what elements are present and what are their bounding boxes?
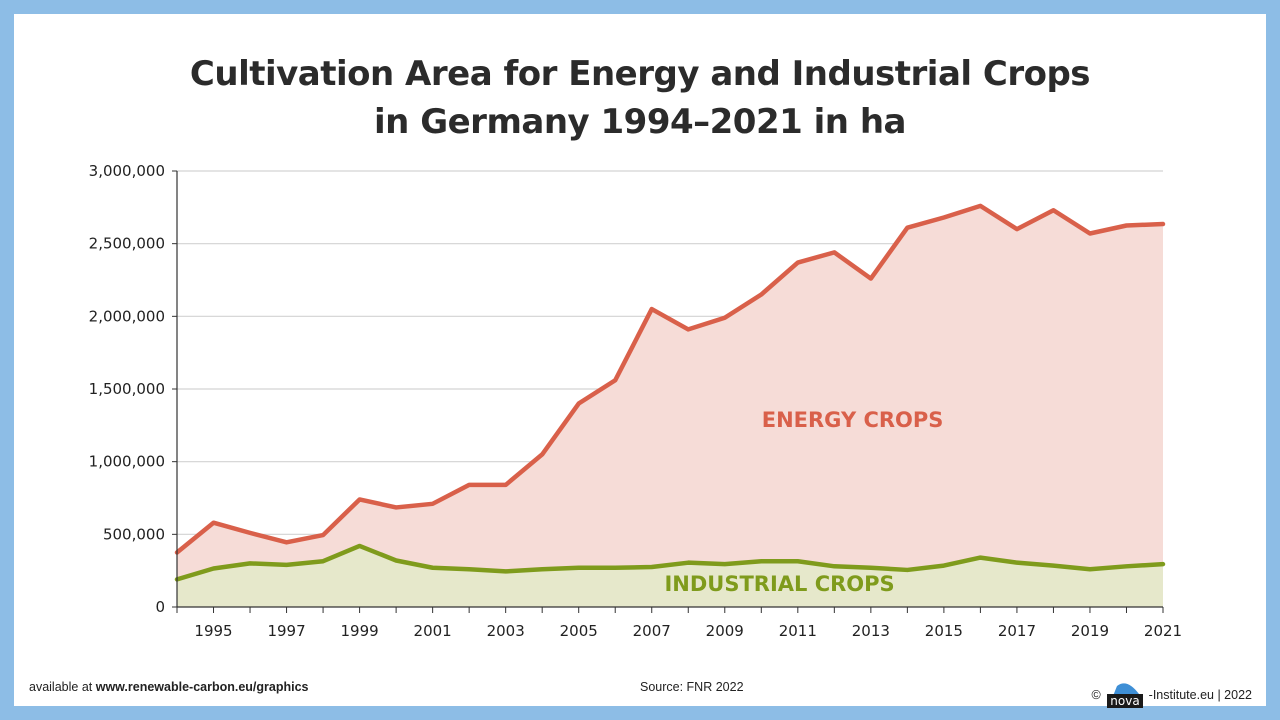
- point-series-1-2003: [504, 570, 507, 573]
- x-tick-label-1997: 1997: [267, 622, 305, 640]
- point-series-1-1998: [322, 560, 324, 563]
- point-series-1-2017: [1016, 561, 1018, 564]
- area-labels: ENERGY CROPS INDUSTRIAL CROPS: [664, 408, 943, 596]
- point-series-1-2008: [687, 561, 690, 564]
- point-series-1-2006: [614, 566, 617, 569]
- point-series-0-2005: [577, 402, 580, 405]
- y-tick-label-1: 500,000: [103, 525, 165, 543]
- point-series-0-1999: [358, 498, 361, 501]
- point-series-0-1998: [322, 534, 324, 536]
- point-series-1-2013: [870, 566, 872, 569]
- area-series-0: [177, 205, 1163, 607]
- axes: 0 500,000 1,000,000 1,500,000 2,000,000 2,500…: [89, 162, 1182, 640]
- nova-logo-text: nova: [1110, 694, 1139, 708]
- point-series-1-2020: [1125, 565, 1128, 568]
- area-label-series-1: INDUSTRIAL CROPS: [664, 572, 894, 596]
- point-series-0-2015: [943, 216, 945, 219]
- footer-availability-prefix: available at: [29, 680, 96, 694]
- point-series-1-1999: [358, 545, 361, 547]
- x-tick-label-2019: 2019: [1071, 622, 1109, 640]
- series-lines: [174, 203, 1166, 582]
- area-label-series-0: ENERGY CROPS: [762, 408, 944, 432]
- point-series-0-2007: [650, 308, 653, 310]
- chart-title: Cultivation Area for Energy and Industri…: [14, 50, 1266, 146]
- point-series-0-2008: [687, 328, 690, 331]
- point-series-1-2015: [943, 564, 945, 567]
- point-series-0-2006: [614, 379, 617, 382]
- point-series-1-2018: [1052, 564, 1055, 567]
- x-tick-label-1999: 1999: [340, 622, 378, 640]
- y-tick-label-6: 3,000,000: [89, 162, 165, 180]
- x-tick-label-2001: 2001: [414, 622, 452, 640]
- point-series-1-2014: [906, 569, 909, 571]
- chart-frame: Cultivation Area for Energy and Industri…: [14, 14, 1266, 708]
- line-series-0: [174, 203, 1166, 555]
- point-series-0-2016: [979, 205, 982, 207]
- point-series-0-1997: [285, 541, 288, 544]
- point-series-0-2001: [431, 503, 434, 505]
- point-series-0-2009: [723, 316, 726, 319]
- point-series-1-2010: [760, 560, 763, 563]
- point-series-1-2016: [979, 556, 982, 559]
- chart-title-line-2: in Germany 1994–2021 in ha: [374, 102, 906, 142]
- footer-institute-year: -Institute.eu | 2022: [1148, 688, 1252, 702]
- point-series-1-2012: [833, 565, 836, 568]
- point-series-1-1996: [249, 562, 251, 565]
- point-series-0-2000: [395, 506, 397, 509]
- y-tick-label-3: 1,500,000: [89, 380, 165, 398]
- x-tick-label-2005: 2005: [560, 622, 598, 640]
- point-series-1-2001: [431, 566, 434, 569]
- copyright-symbol: ©: [1091, 688, 1101, 702]
- point-series-1-2004: [541, 568, 543, 571]
- chart-title-line-1: Cultivation Area for Energy and Industri…: [189, 54, 1091, 94]
- footer-availability: available at www.renewable-carbon.eu/gra…: [29, 680, 309, 694]
- point-series-1-2002: [468, 568, 470, 571]
- point-series-0-2018: [1052, 209, 1055, 212]
- point-series-1-2019: [1089, 568, 1091, 571]
- x-tick-label-2013: 2013: [852, 622, 890, 640]
- point-series-0-2017: [1016, 228, 1018, 230]
- x-tick-label-2017: 2017: [998, 622, 1036, 640]
- point-series-0-2010: [760, 293, 763, 296]
- point-series-1-2000: [395, 559, 397, 562]
- point-series-0-2014: [906, 226, 909, 229]
- point-series-1-1995: [212, 567, 215, 570]
- x-tick-label-1995: 1995: [194, 622, 232, 640]
- y-tick-label-2: 1,000,000: [89, 453, 165, 471]
- point-series-0-2011: [797, 261, 799, 264]
- point-series-1-1997: [285, 564, 288, 566]
- point-series-1-2009: [723, 563, 726, 565]
- x-tick-label-2007: 2007: [633, 622, 671, 640]
- y-tick-label-4: 2,000,000: [89, 307, 165, 325]
- area-series-1: [177, 545, 1163, 607]
- y-tick-label-5: 2,500,000: [89, 235, 165, 253]
- y-tick-label-0: 0: [155, 598, 165, 616]
- point-series-1-2005: [577, 566, 580, 569]
- point-series-1-2021: [1162, 563, 1164, 565]
- point-series-0-2003: [504, 484, 507, 486]
- line-series-1: [174, 543, 1166, 582]
- point-series-1-2007: [650, 566, 653, 568]
- x-tick-label-2015: 2015: [925, 622, 963, 640]
- footer-copyright: © nova -Institute.eu | 2022: [1091, 680, 1252, 710]
- nova-logo-icon: nova: [1105, 680, 1147, 710]
- point-series-0-2013: [870, 277, 872, 280]
- x-tick-label-2011: 2011: [779, 622, 817, 640]
- point-series-0-2021: [1162, 223, 1164, 225]
- point-series-0-1995: [212, 521, 215, 524]
- x-tick-label-2003: 2003: [487, 622, 525, 640]
- point-series-0-1996: [249, 532, 251, 534]
- x-tick-label-2009: 2009: [706, 622, 744, 640]
- point-series-0-2020: [1125, 224, 1128, 227]
- point-series-0-2004: [541, 453, 543, 456]
- point-series-0-2012: [833, 251, 836, 254]
- point-series-0-2002: [468, 484, 470, 486]
- footer-source: Source: FNR 2022: [640, 680, 744, 694]
- area-chart: 0 500,000 1,000,000 1,500,000 2,000,000 2,500…: [89, 162, 1182, 640]
- point-series-1-2011: [797, 560, 799, 563]
- point-series-0-2019: [1089, 232, 1091, 235]
- x-tick-label-2021: 2021: [1144, 622, 1182, 640]
- series-areas: [177, 205, 1163, 607]
- footer-url-link[interactable]: www.renewable-carbon.eu/graphics: [95, 680, 309, 694]
